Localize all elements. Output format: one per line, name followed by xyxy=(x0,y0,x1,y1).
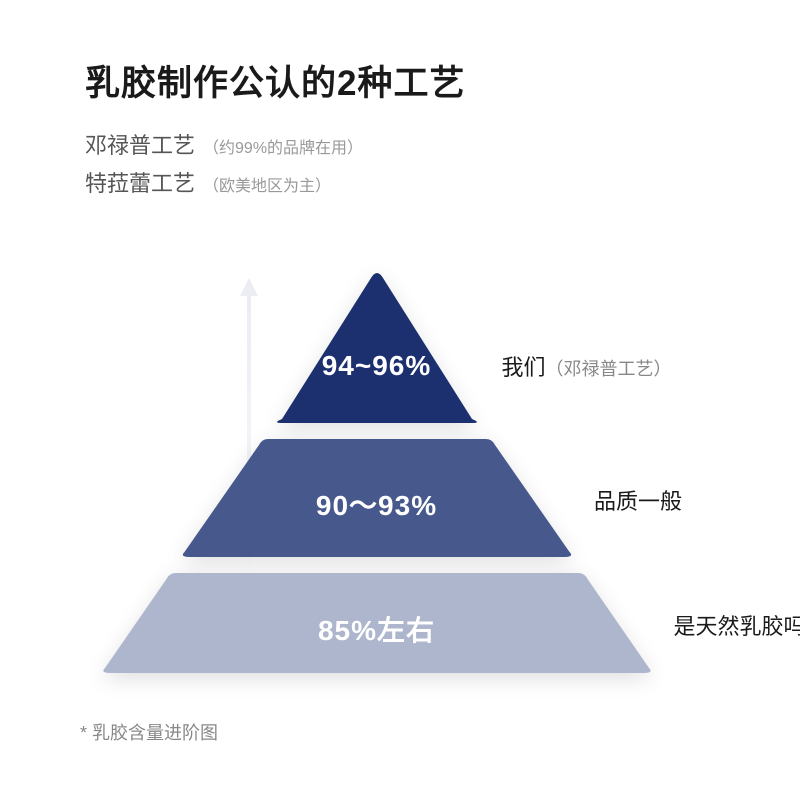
pyramid-layer-value: 85%左右 xyxy=(100,609,654,649)
pyramid-layer-2: 90～93% xyxy=(179,439,574,557)
pyramid-layer-value: 94~96% xyxy=(272,350,482,382)
subtitle-block: 邓禄普工艺 （约99%的品牌在用） 特菈蕾工艺 （欧美地区为主） xyxy=(85,128,740,198)
pyramid-layer-label-main: 我们 xyxy=(502,350,546,382)
subtitle-note: （约99%的品牌在用） xyxy=(203,134,363,158)
page-title: 乳胶制作公认的2种工艺 xyxy=(85,55,740,106)
pyramid-layer-1: 94~96% xyxy=(272,268,482,423)
subtitle-line-2: 特菈蕾工艺 （欧美地区为主） xyxy=(85,166,740,198)
subtitle-note: （欧美地区为主） xyxy=(203,172,331,196)
pyramid-layer-3: 85%左右 xyxy=(100,573,654,673)
pyramid-layer-label-note: （邓禄普工艺） xyxy=(546,355,672,381)
pyramid-layer-label: 是天然乳胶吗？ xyxy=(674,609,800,641)
pyramid-layer-label-main: 品质一般 xyxy=(594,484,682,516)
pyramid-area: 94~96%我们（邓禄普工艺）90～93%品质一般85%左右是天然乳胶吗？ xyxy=(85,268,740,688)
pyramid-layer-value: 90～93% xyxy=(179,484,574,524)
pyramid-layer-label: 品质一般 xyxy=(594,484,682,516)
pyramid-chart: 94~96%我们（邓禄普工艺）90～93%品质一般85%左右是天然乳胶吗？ xyxy=(77,238,677,668)
pyramid-layer-label-main: 是天然乳胶吗？ xyxy=(674,609,800,641)
subtitle-main: 邓禄普工艺 xyxy=(85,128,195,160)
subtitle-line-1: 邓禄普工艺 （约99%的品牌在用） xyxy=(85,128,740,160)
footnote: * 乳胶含量进阶图 xyxy=(80,719,218,745)
pyramid-layer-label: 我们（邓禄普工艺） xyxy=(502,350,672,382)
subtitle-main: 特菈蕾工艺 xyxy=(85,166,195,198)
